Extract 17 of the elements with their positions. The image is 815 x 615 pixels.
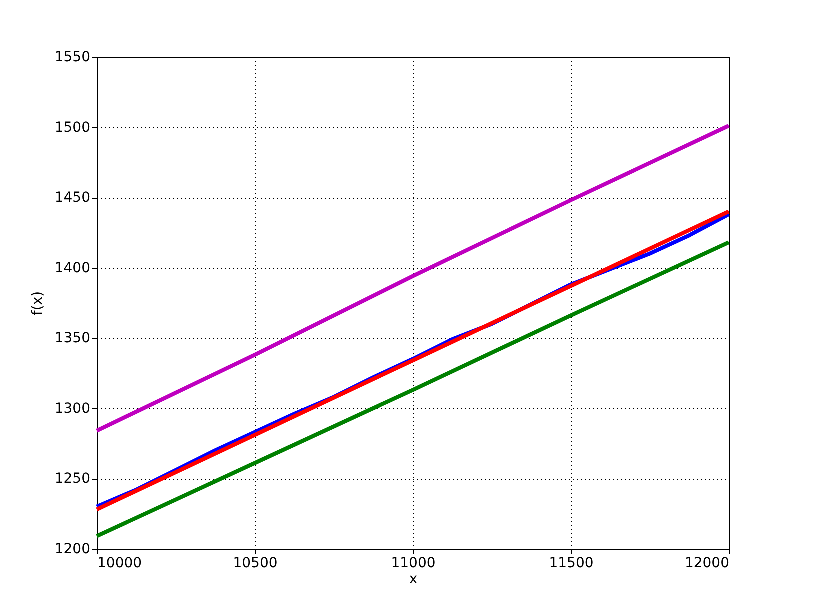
x-tick-label: 10000: [98, 556, 142, 572]
x-tick-label: 11000: [391, 556, 436, 572]
y-tick-label: 1200: [54, 542, 90, 558]
x-axis-title: x: [409, 572, 418, 588]
line-series: [95, 240, 731, 538]
x-tick-label: 10500: [233, 556, 278, 572]
y-tick-label: 1250: [54, 471, 90, 488]
line-series: [95, 124, 731, 433]
y-tick-label: 1400: [54, 260, 90, 276]
x-tick-label: 12000: [684, 556, 730, 572]
y-tick-label: 1450: [54, 190, 90, 206]
y-axis-title: f(x): [30, 291, 46, 316]
y-tick-label: 1500: [54, 120, 90, 136]
y-tick-label: 1350: [54, 330, 90, 347]
y-tick-label: 1300: [54, 400, 90, 417]
y-tick-label: 1550: [54, 50, 90, 66]
x-tick-label: 11500: [549, 556, 594, 572]
